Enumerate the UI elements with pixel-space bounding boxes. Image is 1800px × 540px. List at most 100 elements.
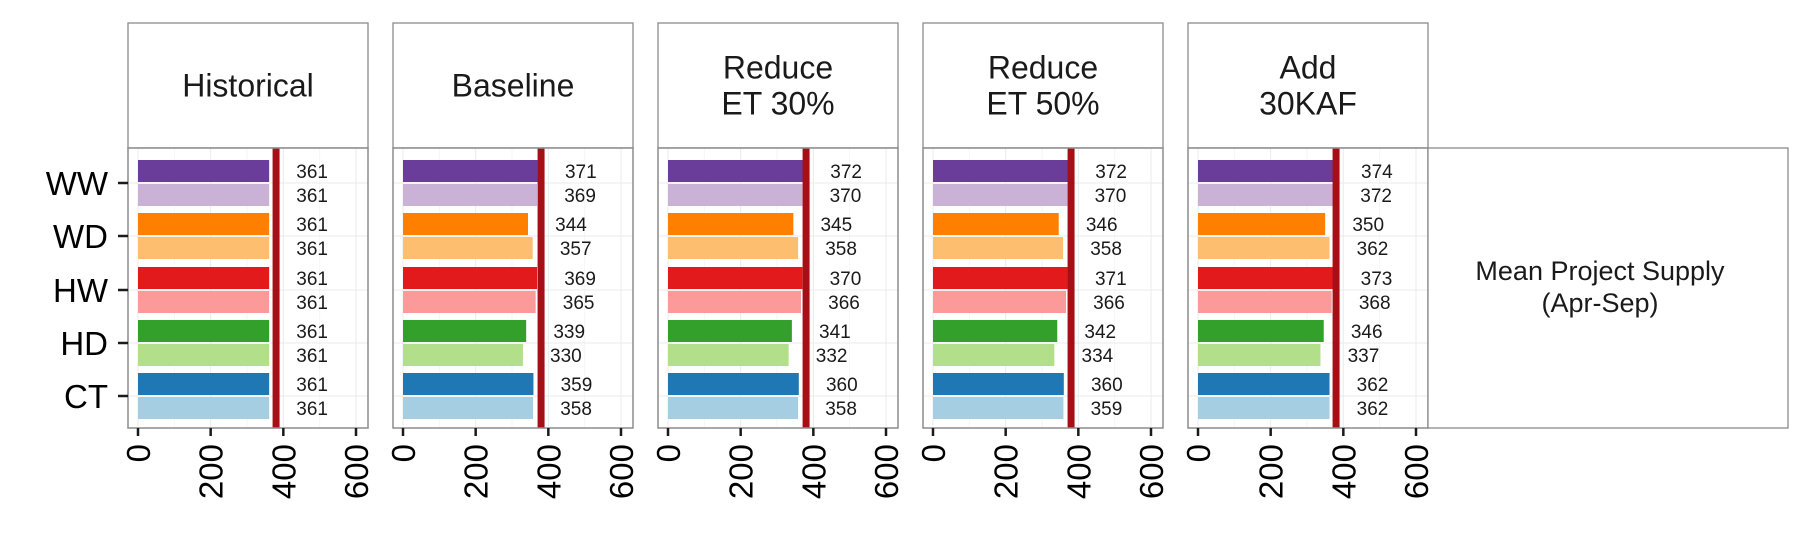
- bar-wd-light: [403, 237, 533, 259]
- side-label-text: (Apr-Sep): [1541, 288, 1658, 318]
- bar-hw-light: [933, 291, 1066, 313]
- data-label: 346: [1086, 215, 1118, 236]
- bar-hd-dark: [138, 320, 270, 342]
- x-tick-label: 0: [1180, 444, 1217, 462]
- data-label: 361: [296, 162, 328, 183]
- bar-hw-dark: [933, 267, 1068, 289]
- panel-border: [392, 147, 634, 429]
- panel-border: [127, 147, 369, 429]
- bar-ww-light: [403, 184, 538, 206]
- bar-ww-light: [668, 184, 803, 206]
- side-label-text: Mean Project Supply: [1475, 256, 1725, 286]
- data-label: 344: [555, 215, 587, 236]
- x-tick-label: 200: [193, 444, 230, 499]
- facet-strip: [922, 22, 1164, 149]
- facet-title: Add: [1280, 50, 1337, 86]
- x-tick-label: 200: [988, 444, 1025, 499]
- data-label: 362: [1357, 239, 1389, 260]
- facet-title: ET 50%: [986, 86, 1099, 122]
- bar-ct-dark: [138, 373, 270, 395]
- bar-hw-dark: [1198, 267, 1334, 289]
- data-label: 360: [826, 375, 858, 396]
- bar-ct-dark: [1198, 373, 1330, 395]
- x-tick-label: 200: [458, 444, 495, 499]
- facet-historical: Historical 361 361 361 361 361 361 361 361 361 361…: [120, 22, 375, 499]
- bar-hd-light: [933, 344, 1055, 366]
- bar-hd-light: [668, 344, 789, 366]
- bar-wd-light: [1198, 237, 1330, 259]
- data-label: 373: [1361, 269, 1393, 290]
- data-label: 361: [296, 269, 328, 290]
- data-label: 366: [1093, 293, 1125, 314]
- data-label: 350: [1352, 215, 1384, 236]
- bar-ct-dark: [933, 373, 1064, 395]
- x-tick-label: 400: [530, 444, 567, 499]
- data-label: 360: [1091, 375, 1123, 396]
- x-tick-label: 400: [795, 444, 832, 499]
- data-label: 330: [550, 346, 582, 367]
- data-label: 361: [296, 293, 328, 314]
- facet-title: Reduce: [723, 50, 833, 86]
- data-label: 358: [1090, 239, 1122, 260]
- facet-strip: [1187, 22, 1429, 149]
- bar-wd-light: [933, 237, 1064, 259]
- data-label: 341: [819, 322, 851, 343]
- bar-ct-dark: [668, 373, 799, 395]
- data-label: 372: [1095, 162, 1127, 183]
- data-label: 358: [825, 399, 857, 420]
- bar-hd-dark: [668, 320, 792, 342]
- data-label: 361: [296, 399, 328, 420]
- bar-ww-light: [933, 184, 1068, 206]
- data-label: 334: [1082, 346, 1114, 367]
- data-label: 369: [564, 269, 596, 290]
- facet-baseline: Baseline 371 369 344 357 369 365 339 330 359 358 0 2…: [385, 22, 640, 499]
- data-label: 346: [1351, 322, 1383, 343]
- y-tick-label: WD: [53, 218, 108, 255]
- bar-ww-dark: [403, 160, 538, 182]
- panel-border: [922, 147, 1164, 429]
- data-label: 359: [561, 375, 593, 396]
- data-label: 362: [1357, 399, 1389, 420]
- bar-ct-light: [668, 397, 799, 419]
- data-label: 332: [816, 346, 848, 367]
- x-tick-label: 600: [1398, 444, 1435, 499]
- bar-wd-dark: [668, 213, 794, 235]
- data-label: 345: [820, 215, 852, 236]
- bar-hd-light: [403, 344, 523, 366]
- data-label: 337: [1348, 346, 1380, 367]
- data-label: 365: [563, 293, 595, 314]
- data-label: 366: [828, 293, 860, 314]
- data-label: 369: [564, 186, 596, 207]
- x-tick-label: 0: [385, 444, 422, 462]
- bar-wd-light: [138, 237, 270, 259]
- x-tick-label: 600: [603, 444, 640, 499]
- bar-wd-dark: [403, 213, 528, 235]
- bar-hw-dark: [138, 267, 270, 289]
- bar-ct-light: [933, 397, 1064, 419]
- facet-title: ET 30%: [721, 86, 834, 122]
- y-tick-label: WW: [46, 165, 109, 202]
- bar-ww-dark: [668, 160, 804, 182]
- data-label: 361: [296, 322, 328, 343]
- data-label: 361: [296, 346, 328, 367]
- data-label: 339: [553, 322, 585, 343]
- bar-wd-dark: [1198, 213, 1326, 235]
- bar-ww-dark: [1198, 160, 1334, 182]
- bar-hd-light: [1198, 344, 1321, 366]
- facet-title: 30KAF: [1259, 86, 1357, 122]
- bar-hd-dark: [403, 320, 527, 342]
- data-label: 371: [565, 162, 597, 183]
- data-label: 361: [296, 186, 328, 207]
- data-label: 370: [830, 186, 862, 207]
- facet-strip: [392, 22, 634, 149]
- bar-ct-light: [138, 397, 270, 419]
- bar-hw-dark: [668, 267, 803, 289]
- bar-hd-light: [138, 344, 270, 366]
- data-label: 370: [1095, 186, 1127, 207]
- bar-hw-light: [138, 291, 270, 313]
- bar-hw-light: [403, 291, 536, 313]
- bar-hw-dark: [403, 267, 538, 289]
